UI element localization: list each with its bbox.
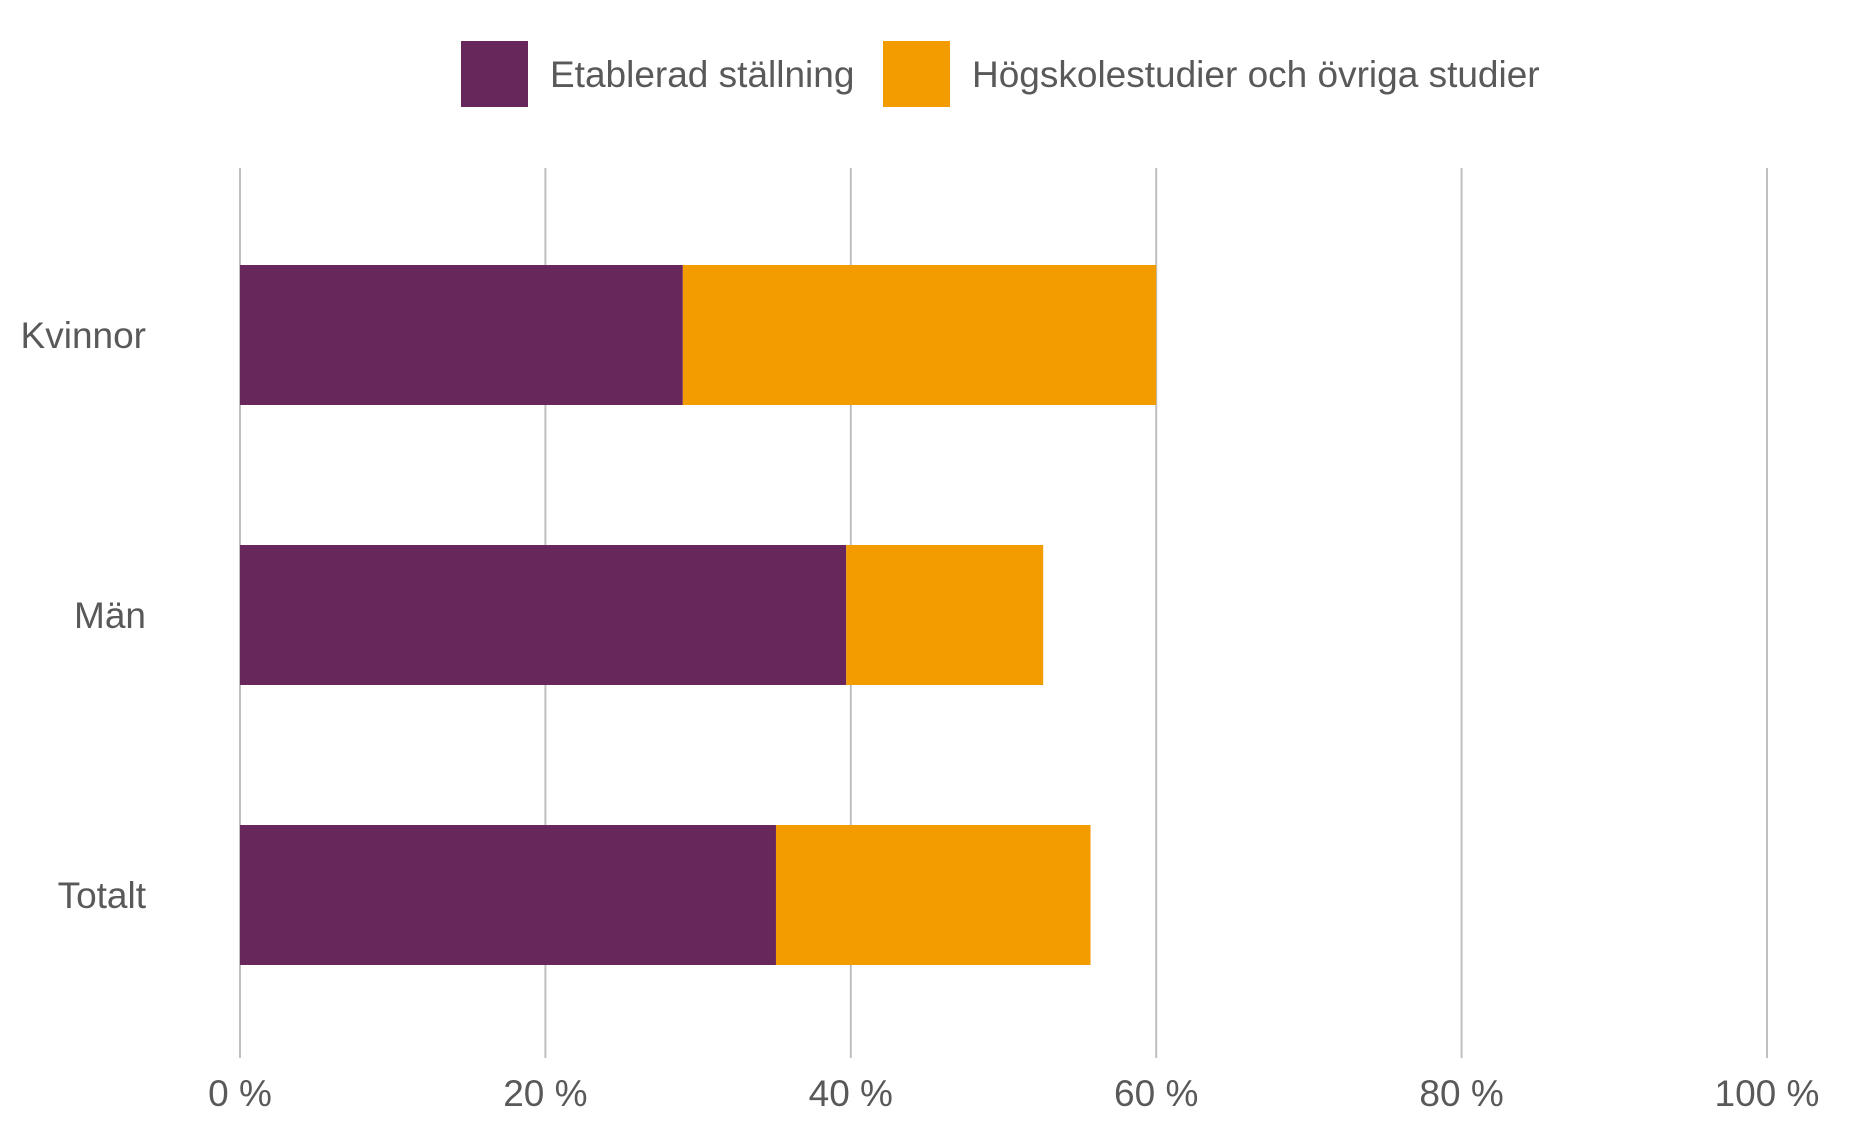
bar-2-series-0	[240, 825, 776, 965]
x-tick-label-3: 60 %	[1114, 1073, 1198, 1114]
category-labels: Kvinnor Män Totalt	[21, 315, 147, 916]
bar-1-series-1	[846, 545, 1044, 685]
x-tick-label-4: 80 %	[1419, 1073, 1503, 1114]
legend-label-0: Etablerad ställning	[550, 54, 854, 95]
x-axis-tick-labels: 0 % 20 % 40 % 60 % 80 % 100 %	[208, 1073, 1819, 1114]
bar-1-series-0	[240, 545, 847, 685]
bar-0-series-0	[240, 265, 683, 405]
x-tick-label-0: 0 %	[208, 1073, 272, 1114]
category-label-2: Totalt	[58, 875, 147, 916]
x-tick-label-5: 100 %	[1715, 1073, 1820, 1114]
x-tick-label-2: 40 %	[809, 1073, 893, 1114]
x-tick-label-1: 20 %	[503, 1073, 587, 1114]
category-label-1: Män	[74, 595, 146, 636]
legend-swatch-1	[883, 41, 950, 107]
bar-2-series-1	[775, 825, 1091, 965]
category-label-0: Kvinnor	[21, 315, 146, 356]
legend-swatch-0	[461, 41, 528, 107]
legend: Etablerad ställning Högskolestudier och ö…	[461, 41, 1540, 107]
bars	[240, 265, 1157, 965]
bar-0-series-1	[682, 265, 1157, 405]
legend-label-1: Högskolestudier och övriga studier	[972, 54, 1540, 95]
